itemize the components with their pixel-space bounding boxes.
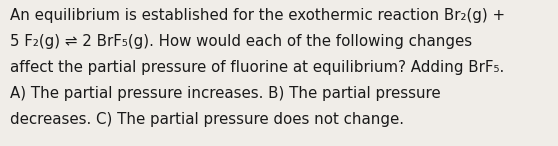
Text: 5 F₂(g) ⇌ 2 BrF₅(g). How would each of the following changes: 5 F₂(g) ⇌ 2 BrF₅(g). How would each of t… <box>10 34 472 49</box>
Text: An equilibrium is established for the exothermic reaction Br₂(g) +: An equilibrium is established for the ex… <box>10 8 505 23</box>
Text: affect the partial pressure of fluorine at equilibrium? Adding BrF₅.: affect the partial pressure of fluorine … <box>10 60 504 75</box>
Text: A) The partial pressure increases. B) The partial pressure: A) The partial pressure increases. B) Th… <box>10 86 441 101</box>
Text: decreases. C) The partial pressure does not change.: decreases. C) The partial pressure does … <box>10 112 404 127</box>
